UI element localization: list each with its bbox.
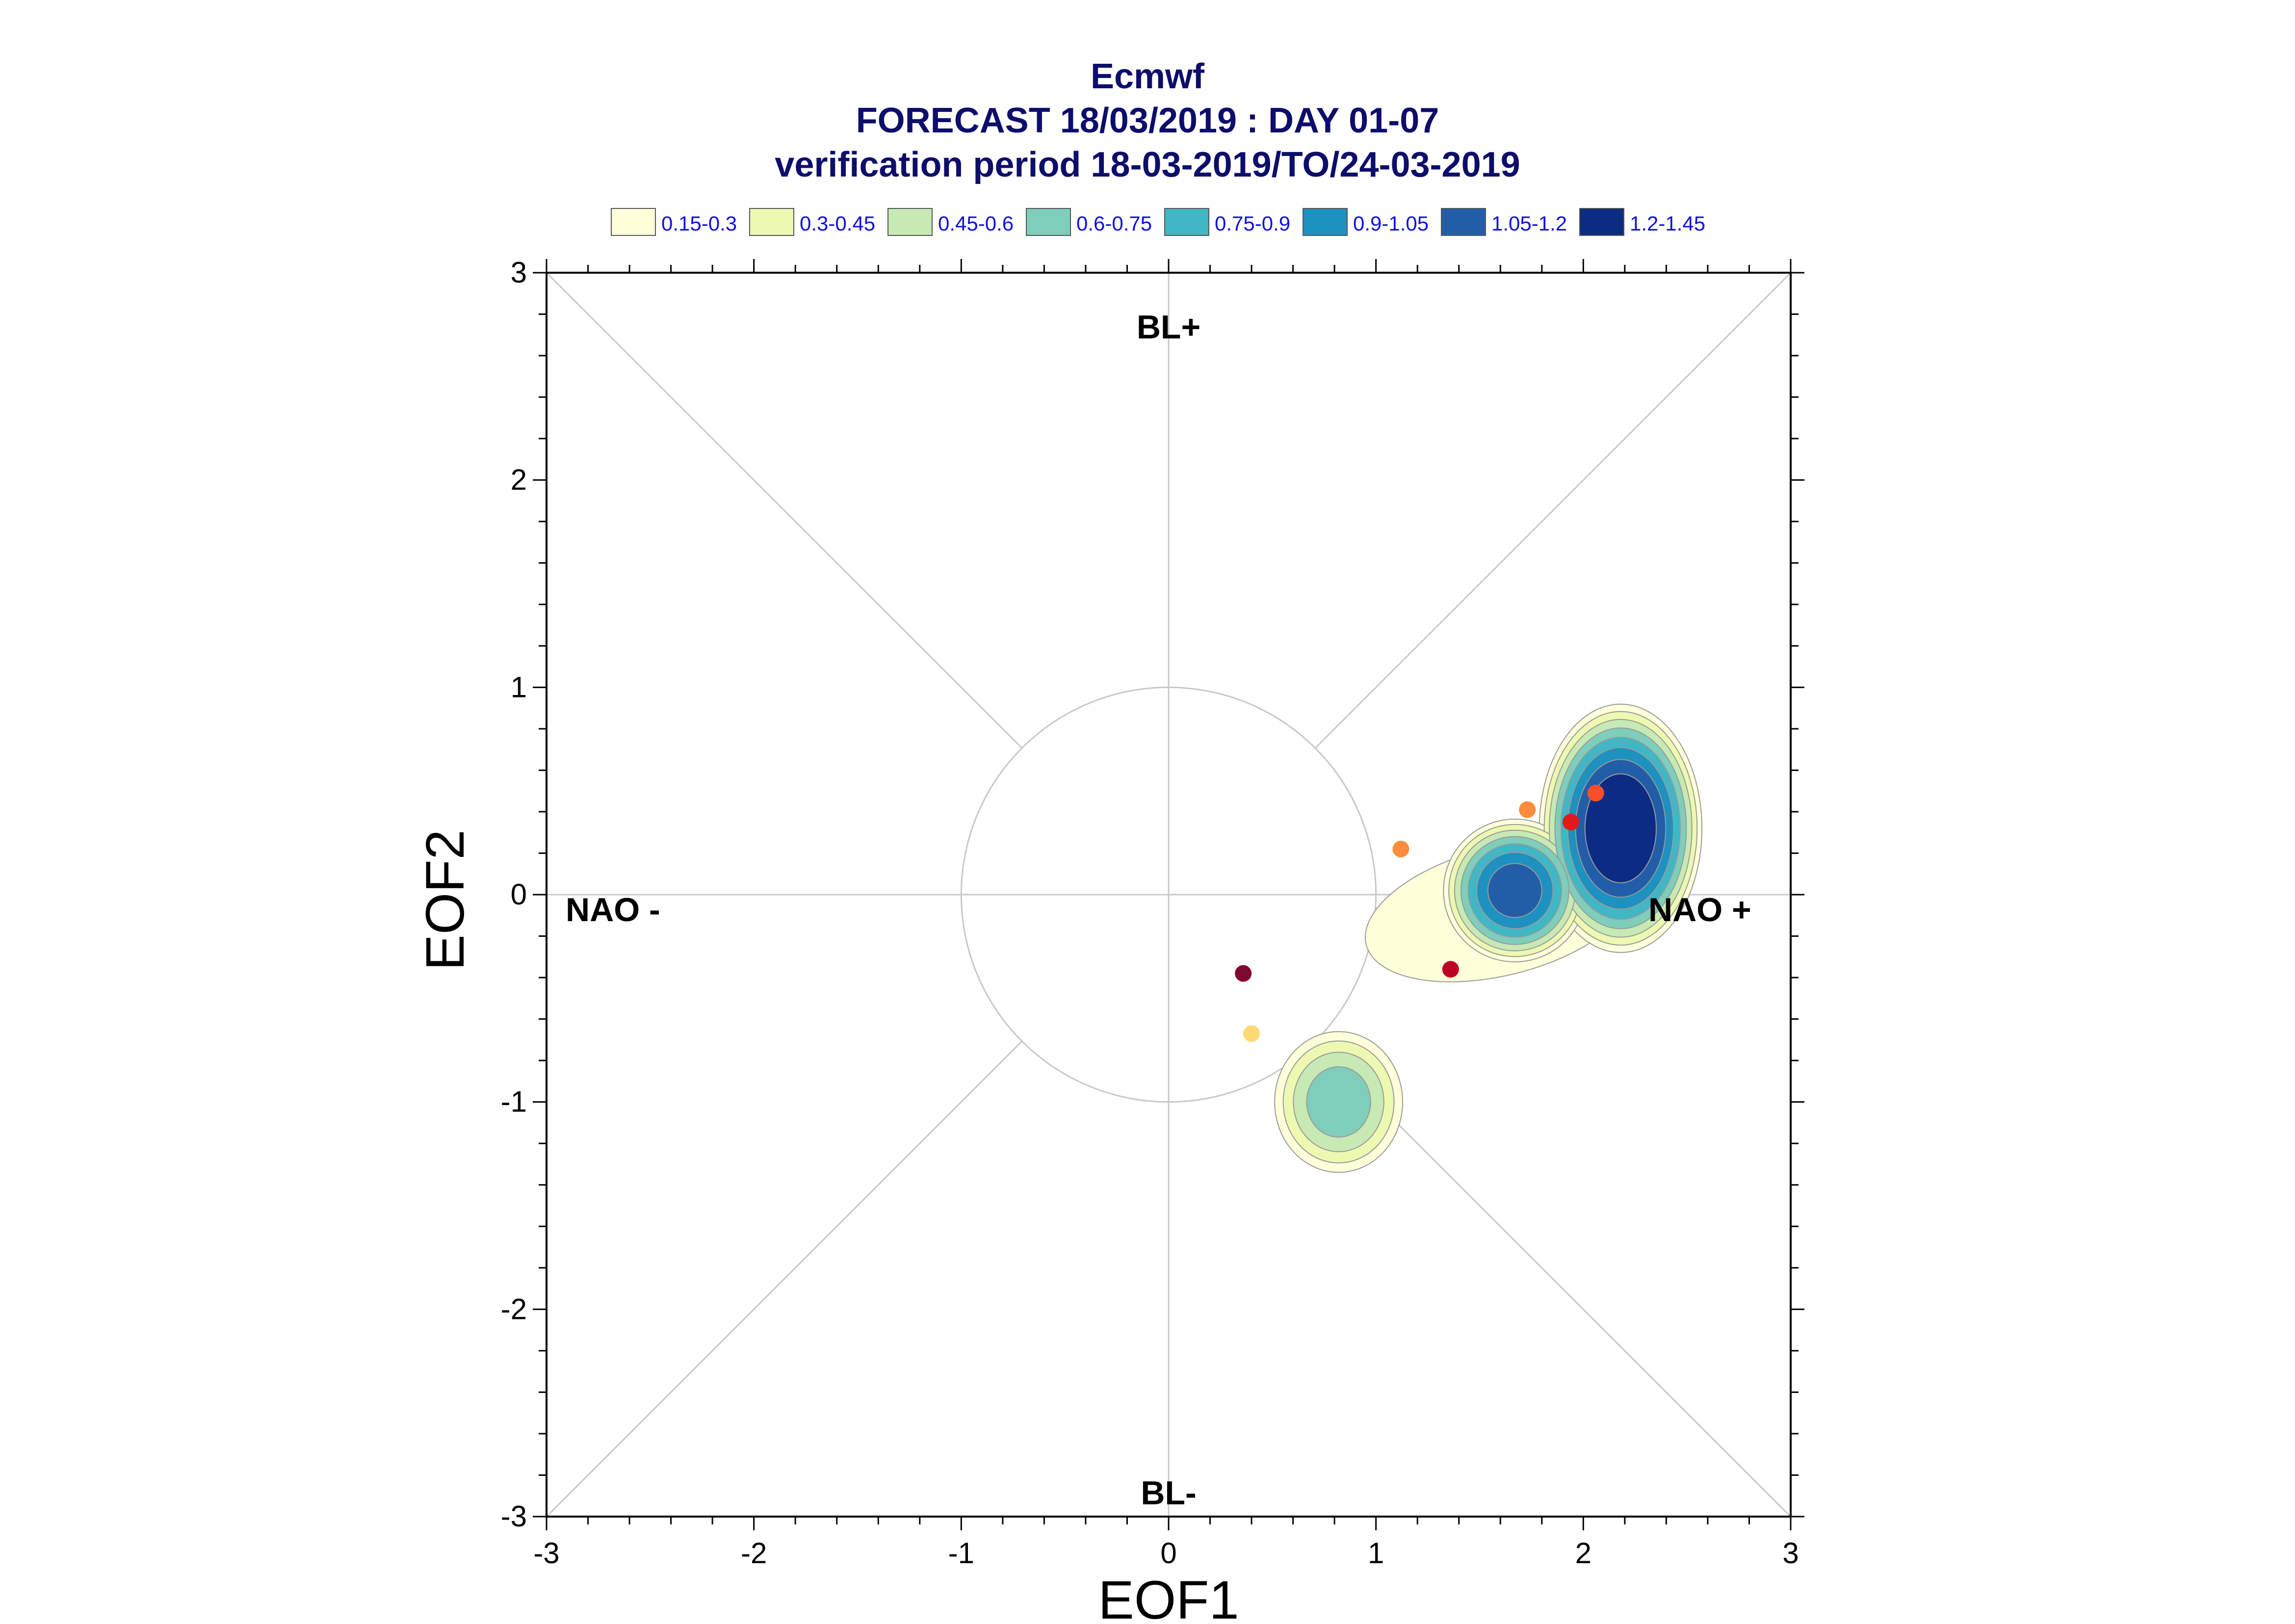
legend-swatch (1026, 208, 1071, 236)
regime-label-nao-minus: NAO - (566, 891, 660, 928)
regime-label-nao-plus: NAO + (1648, 891, 1751, 928)
legend: 0.15-0.3 0.3-0.45 0.45-0.6 0.6-0.75 0.75-0.9… (611, 208, 1705, 236)
legend-label: 1.05-1.2 (1491, 212, 1567, 235)
x-tick-label: -3 (533, 1537, 559, 1570)
guide-lines (546, 272, 1792, 1518)
plot-area: -3 -2 -1 0 1 2 3 -3 -2 -1 0 1 2 3 (501, 256, 1804, 1570)
guide-diagonal-nw (546, 272, 1023, 749)
axis-ticks: -3 -2 -1 0 1 2 3 -3 -2 -1 0 1 2 3 (501, 256, 1804, 1570)
guide-diagonal-sw (546, 1040, 1023, 1518)
legend-swatch (1441, 208, 1486, 236)
data-point (1235, 965, 1252, 982)
legend-label: 0.3-0.45 (800, 212, 875, 235)
x-axis-label: EOF1 (1098, 1570, 1239, 1624)
legend-label: 0.9-1.05 (1353, 212, 1429, 235)
chart-subtitle-forecast: FORECAST 18/03/2019 : DAY 01-07 (856, 101, 1439, 140)
x-tick-label: 3 (1782, 1537, 1799, 1570)
guide-diagonal-ne (1314, 272, 1792, 749)
legend-swatch (1164, 208, 1209, 236)
y-tick-label: 0 (511, 878, 527, 911)
density-contour (1584, 773, 1657, 883)
data-point (1519, 801, 1536, 818)
legend-swatch (749, 208, 794, 236)
x-tick-label: 2 (1575, 1537, 1591, 1570)
chart-subtitle-period: verification period 18-03-2019/TO/24-03-… (775, 145, 1520, 184)
reference-circle (960, 686, 1377, 1103)
regime-label-bl-plus: BL+ (1137, 309, 1200, 346)
legend-label: 1.2-1.45 (1630, 212, 1705, 235)
y-axis-label: EOF2 (415, 829, 475, 970)
data-point (1392, 841, 1409, 858)
x-tick-label: -2 (741, 1537, 767, 1570)
y-tick-label: 3 (511, 256, 527, 289)
legend-label: 0.15-0.3 (661, 212, 737, 235)
data-point (1442, 961, 1459, 978)
chart-title: Ecmwf (1091, 57, 1205, 96)
legend-swatch (887, 208, 933, 236)
y-tick-label: -1 (501, 1085, 527, 1118)
data-points (1235, 784, 1604, 1042)
y-tick-label: 1 (511, 670, 527, 703)
density-contour (1306, 1066, 1371, 1138)
data-point (1243, 1025, 1260, 1042)
y-tick-label: -3 (501, 1500, 527, 1533)
density-contour (1487, 863, 1542, 918)
y-tick-label: -2 (501, 1292, 527, 1325)
legend-swatch (611, 208, 656, 236)
regime-label-bl-minus: BL- (1141, 1474, 1196, 1512)
legend-label: 0.45-0.6 (938, 212, 1014, 235)
legend-label: 0.6-0.75 (1076, 212, 1152, 235)
x-tick-label: -1 (948, 1537, 974, 1570)
legend-swatch (1303, 208, 1348, 236)
legend-label: 0.75-0.9 (1215, 212, 1290, 235)
x-tick-label: 1 (1368, 1537, 1384, 1570)
data-point (1587, 784, 1604, 801)
x-tick-label: 0 (1160, 1537, 1176, 1570)
legend-swatch (1579, 208, 1624, 236)
y-tick-label: 2 (511, 464, 527, 496)
density-contours (1274, 703, 1703, 1173)
data-point (1562, 814, 1579, 831)
